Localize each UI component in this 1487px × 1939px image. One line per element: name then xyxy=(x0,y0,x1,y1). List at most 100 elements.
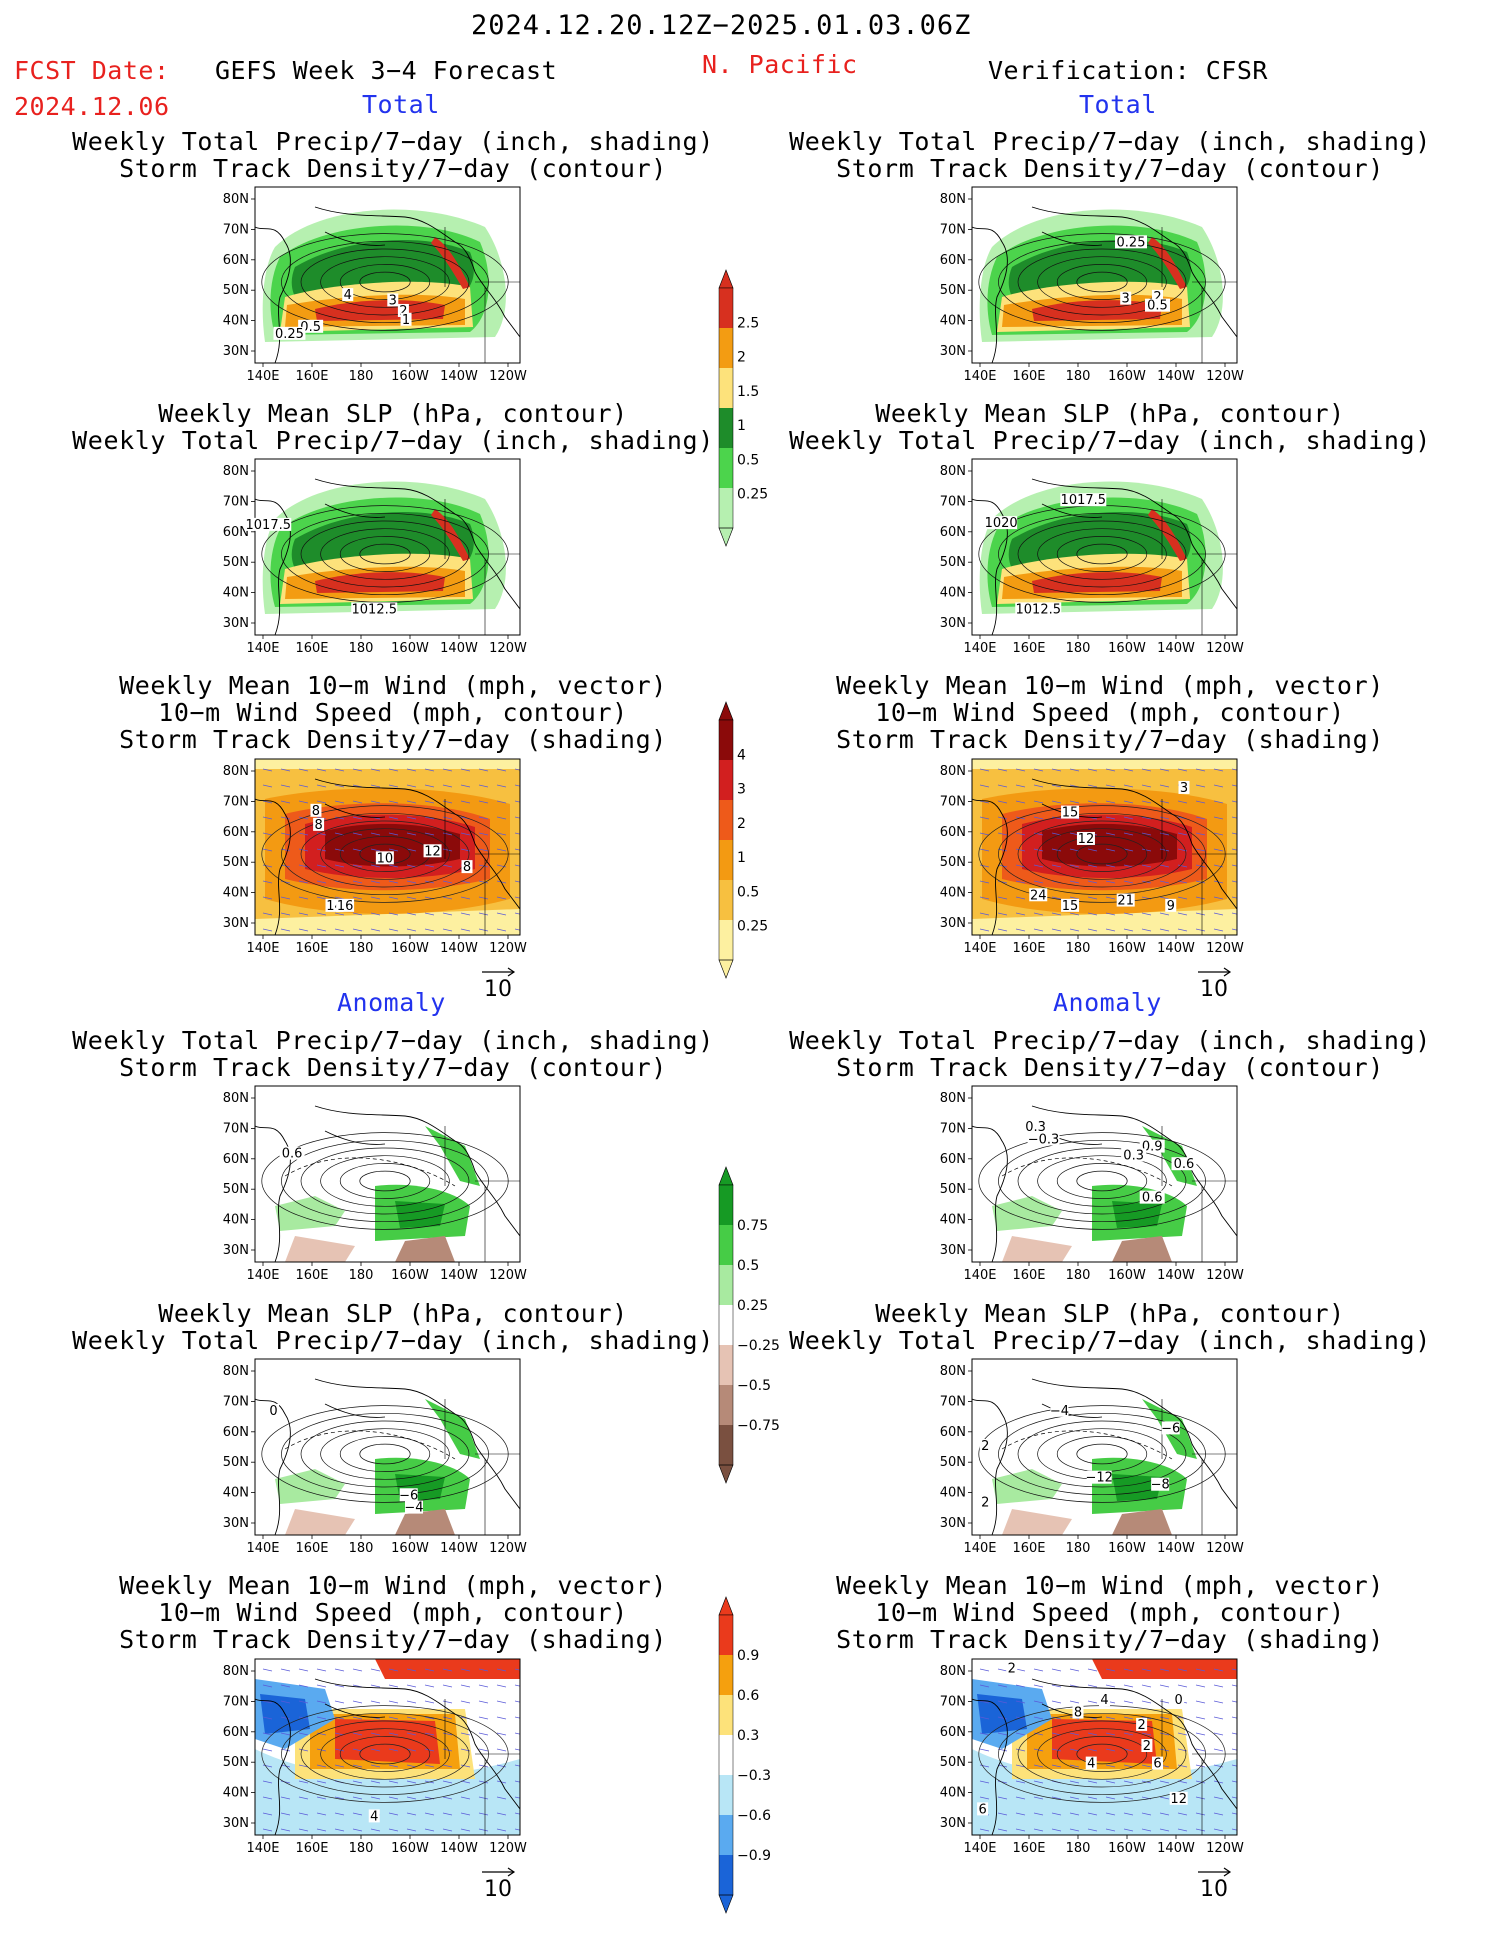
contour-label: 6 xyxy=(1153,1757,1161,1772)
wind-vector xyxy=(352,896,363,900)
wind-vector xyxy=(1069,928,1080,932)
wind-vector xyxy=(1069,1812,1080,1816)
contour-label-bg xyxy=(1152,289,1163,303)
wind-vector xyxy=(298,848,309,852)
lon-tick-label: 180 xyxy=(349,1841,374,1856)
wind-vector xyxy=(316,1716,327,1720)
wind-vector xyxy=(442,1748,453,1752)
wind-vector xyxy=(1159,1716,1170,1720)
wind-vector xyxy=(316,1780,327,1784)
wind-vector xyxy=(1105,1812,1116,1816)
coastline-north-america xyxy=(1031,1105,1237,1237)
wind-vector xyxy=(1159,1828,1170,1832)
lon-tick-label: 140E xyxy=(246,1541,279,1556)
title-line: Weekly Total Precip/7−day (inch, shading… xyxy=(789,1326,1431,1355)
wind-vector xyxy=(1123,880,1134,884)
lon-tick-label: 160E xyxy=(295,1541,328,1556)
wind-vector xyxy=(316,912,327,916)
wind-vector xyxy=(1015,784,1026,788)
wind-vector xyxy=(1033,1716,1044,1720)
wind-vector xyxy=(1123,816,1134,820)
contour-line xyxy=(320,1728,450,1780)
plot-frame xyxy=(254,758,521,936)
lat-tick-label: 80N xyxy=(940,192,966,207)
wind-vector xyxy=(1069,1748,1080,1752)
lat-tick-label: 60N xyxy=(223,525,249,540)
wind-vector xyxy=(298,896,309,900)
wind-vector xyxy=(424,1732,435,1736)
wind-vector xyxy=(262,1716,273,1720)
wind-vector xyxy=(1195,896,1206,900)
lon-tick-label: 160W xyxy=(391,1841,429,1856)
wind-vector xyxy=(1177,896,1188,900)
contour-label: 8 xyxy=(312,804,320,819)
borders xyxy=(1161,1126,1237,1262)
wind-vector xyxy=(1213,912,1224,916)
coastline-north-america xyxy=(1031,778,1237,910)
wind-vector xyxy=(424,784,435,788)
contour-label: 2 xyxy=(1137,1718,1145,1733)
wind-vector xyxy=(979,848,990,852)
wind-vector xyxy=(1177,832,1188,836)
wind-vector xyxy=(262,816,273,820)
wind-vector xyxy=(406,1668,417,1672)
region-title: N. Pacific xyxy=(702,50,858,79)
wind-vector xyxy=(1195,928,1206,932)
lon-tick-label: 180 xyxy=(1066,369,1091,384)
contour-line xyxy=(300,1420,470,1488)
lat-tick-label: 40N xyxy=(940,886,966,901)
wind-vector xyxy=(316,1700,327,1704)
wind-vector xyxy=(406,912,417,916)
lat-tick-label: 60N xyxy=(940,253,966,268)
wind-vector xyxy=(1015,864,1026,868)
wind-vector xyxy=(1069,864,1080,868)
wind-vector xyxy=(496,832,507,836)
coastline-north-america xyxy=(1031,1678,1237,1810)
lon-tick-label: 160E xyxy=(1012,369,1045,384)
lat-tick-label: 40N xyxy=(223,886,249,901)
contour-label-bg xyxy=(1072,1705,1084,1719)
map-svg: 80N 70N 60N 50N 40N 30N 140E 160E 180 160W 140W 120… xyxy=(940,1358,1244,1556)
colorbar-label: 1.5 xyxy=(737,384,759,400)
title-line: Storm Track Density/7−day (contour) xyxy=(119,154,667,183)
contour-label-bg xyxy=(273,326,306,340)
contour-label: 0.6 xyxy=(282,1147,303,1162)
wind-vector xyxy=(316,1796,327,1800)
wind-vector xyxy=(1105,816,1116,820)
wind-vector xyxy=(442,1700,453,1704)
wind-vector xyxy=(1069,1780,1080,1784)
wind-vector xyxy=(370,928,381,932)
contour-label: 0.3 xyxy=(1025,1120,1046,1135)
lon-tick-label: 120W xyxy=(1206,369,1244,384)
model-title: GEFS Week 3−4 Forecast xyxy=(215,56,558,85)
contour-line xyxy=(1017,248,1187,316)
contour-label: 2 xyxy=(981,1495,989,1510)
wind-vector xyxy=(1051,784,1062,788)
wind-vector xyxy=(334,1684,345,1688)
contour-label-bg xyxy=(1173,1693,1185,1707)
wind-vector xyxy=(262,912,273,916)
colorbar-label: −0.5 xyxy=(737,1378,771,1394)
wind-vector xyxy=(316,864,327,868)
wind-vector xyxy=(997,1684,1008,1688)
plot-frame xyxy=(254,1085,521,1263)
wind-vector xyxy=(478,1748,489,1752)
coastline-asia xyxy=(972,1698,1008,1835)
colorbar-label: −0.75 xyxy=(737,1418,780,1434)
lon-tick-label: 160W xyxy=(1108,641,1146,656)
coastline-aleutians xyxy=(324,231,386,246)
wind-vector xyxy=(334,1748,345,1752)
wind-vector xyxy=(424,1716,435,1720)
contour-line xyxy=(1037,1155,1167,1207)
wind-vector xyxy=(388,1732,399,1736)
vector-scale-r6-right: 10 xyxy=(1196,1858,1236,1902)
wind-vector xyxy=(496,1764,507,1768)
lon-tick-label: 160E xyxy=(295,1268,328,1283)
wind-vector xyxy=(1195,1812,1206,1816)
lon-tick-label: 180 xyxy=(1066,1541,1091,1556)
wind-vector xyxy=(388,1828,399,1832)
title-line: Storm Track Density/7−day (contour) xyxy=(836,1053,1384,1082)
contour-line xyxy=(339,536,431,572)
title-line: Weekly Total Precip/7−day (inch, shading… xyxy=(72,426,714,455)
wind-vector xyxy=(1159,784,1170,788)
